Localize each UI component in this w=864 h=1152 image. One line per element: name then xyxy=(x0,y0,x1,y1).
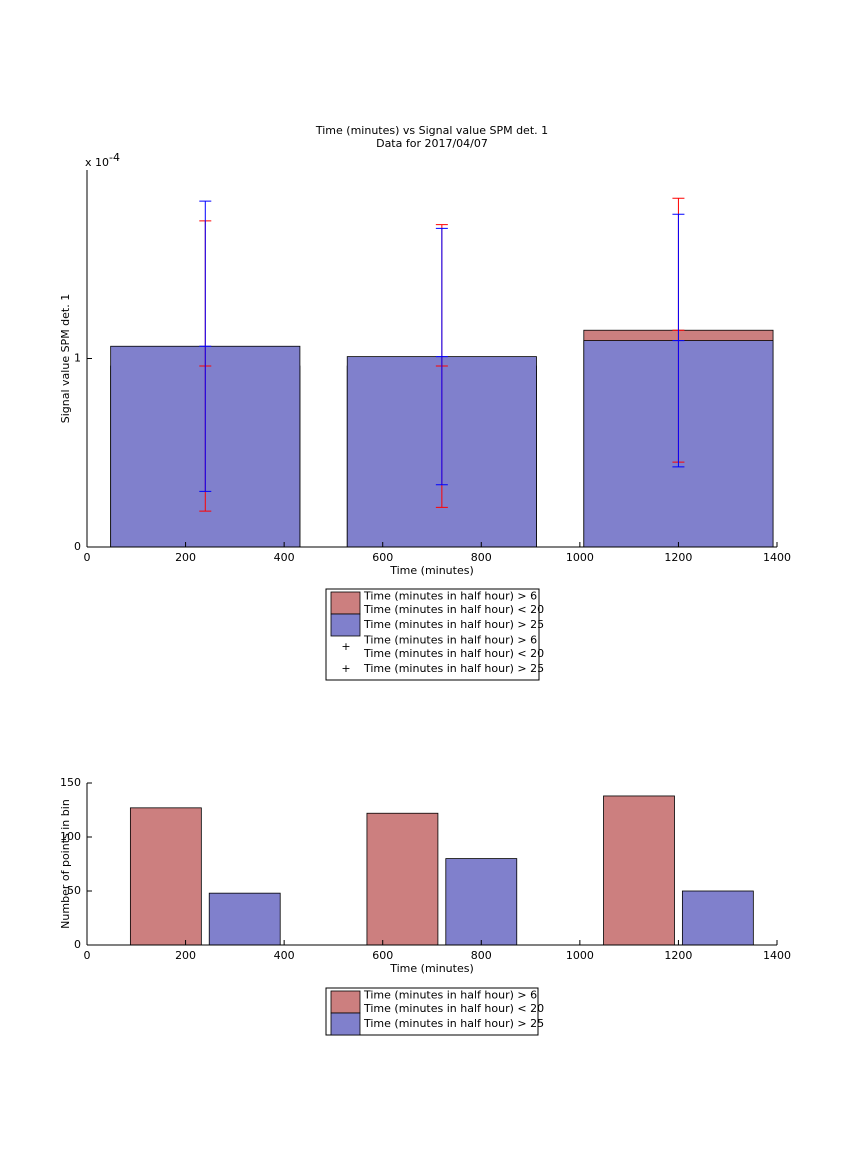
x-tick-label: 1400 xyxy=(763,949,791,962)
x-tick-label: 0 xyxy=(84,551,91,564)
y-tick-label: 150 xyxy=(60,776,81,789)
x-tick-label: 800 xyxy=(471,551,492,564)
legend-swatch xyxy=(330,591,361,615)
y-axis-label: Number of points in bin xyxy=(59,799,72,929)
x-tick-label: 800 xyxy=(471,949,492,962)
legend-swatch xyxy=(330,990,361,1014)
y-tick-label: 0 xyxy=(74,938,81,951)
x-tick-label: 1000 xyxy=(566,551,594,564)
x-tick-label: 1000 xyxy=(566,949,594,962)
x-tick-label: 1400 xyxy=(763,551,791,564)
legend-label: Time (minutes in half hour) > 6 Time (min… xyxy=(363,633,544,660)
legend-box xyxy=(325,588,540,681)
y-tick-label: 0 xyxy=(74,540,81,553)
legend-label: Time (minutes in half hour) > 25 xyxy=(363,662,544,675)
error-bar xyxy=(199,200,212,492)
x-tick-label: 0 xyxy=(84,949,91,962)
y-tick-label: 50 xyxy=(67,884,81,897)
legend-marker: + xyxy=(341,662,350,675)
x-axis-label: Time (minutes) xyxy=(389,962,474,975)
error-bar xyxy=(435,227,448,486)
x-tick-label: 400 xyxy=(274,949,295,962)
y-multiplier-exponent: -4 xyxy=(109,151,120,164)
x-tick-label: 600 xyxy=(372,949,393,962)
bar xyxy=(603,795,675,946)
legend-swatch xyxy=(330,613,361,637)
x-tick-label: 200 xyxy=(175,551,196,564)
legend-label: Time (minutes in half hour) > 6 Time (min… xyxy=(363,988,544,1015)
legend-box xyxy=(325,987,539,1036)
x-tick-label: 200 xyxy=(175,949,196,962)
bar xyxy=(129,807,202,946)
chart-title: Time (minutes) vs Signal value SPM det. … xyxy=(315,124,548,137)
y-axis-label: Signal value SPM det. 1 xyxy=(59,294,72,424)
chart-subtitle: Data for 2017/04/07 xyxy=(376,137,488,150)
x-tick-label: 400 xyxy=(274,551,295,564)
x-tick-label: 1200 xyxy=(664,551,692,564)
legend-marker: + xyxy=(341,640,350,653)
y-multiplier: x 10 xyxy=(85,156,109,169)
bar xyxy=(366,812,439,946)
y-tick-label: 100 xyxy=(60,830,81,843)
bar xyxy=(445,858,518,946)
legend-label: Time (minutes in half hour) > 6 Time (min… xyxy=(363,589,544,616)
error-bar xyxy=(672,213,685,468)
bar xyxy=(208,892,281,946)
y-tick-label: 1 xyxy=(74,352,81,365)
x-axis-label: Time (minutes) xyxy=(389,564,474,577)
bar xyxy=(681,890,754,946)
x-tick-label: 1200 xyxy=(664,949,692,962)
x-tick-label: 600 xyxy=(372,551,393,564)
legend-label: Time (minutes in half hour) > 25 xyxy=(363,1017,544,1030)
legend-swatch xyxy=(330,1012,361,1036)
legend-label: Time (minutes in half hour) > 25 xyxy=(363,618,544,631)
